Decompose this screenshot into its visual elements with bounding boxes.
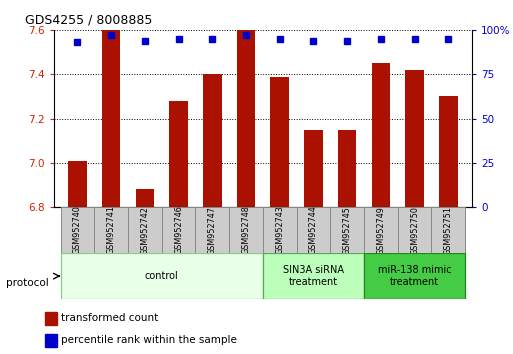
Text: protocol: protocol bbox=[6, 278, 49, 288]
FancyBboxPatch shape bbox=[364, 207, 398, 253]
Text: GSM952740: GSM952740 bbox=[73, 206, 82, 255]
Text: GSM952750: GSM952750 bbox=[410, 206, 419, 255]
Text: transformed count: transformed count bbox=[62, 313, 159, 323]
FancyBboxPatch shape bbox=[128, 207, 162, 253]
Bar bbox=[338, 130, 357, 207]
Text: GSM952742: GSM952742 bbox=[141, 206, 149, 255]
FancyBboxPatch shape bbox=[297, 207, 330, 253]
Text: GSM952747: GSM952747 bbox=[208, 206, 217, 255]
Text: percentile rank within the sample: percentile rank within the sample bbox=[62, 335, 237, 345]
FancyBboxPatch shape bbox=[263, 253, 364, 299]
FancyBboxPatch shape bbox=[364, 253, 465, 299]
Bar bbox=[304, 130, 323, 207]
FancyBboxPatch shape bbox=[229, 207, 263, 253]
Bar bbox=[169, 101, 188, 207]
Bar bbox=[102, 30, 121, 207]
Bar bbox=[270, 76, 289, 207]
FancyBboxPatch shape bbox=[398, 207, 431, 253]
Bar bbox=[371, 63, 390, 207]
Text: control: control bbox=[145, 271, 179, 281]
Text: GSM952745: GSM952745 bbox=[343, 206, 352, 255]
Bar bbox=[68, 161, 87, 207]
Bar bbox=[135, 189, 154, 207]
Text: GSM952749: GSM952749 bbox=[377, 206, 385, 255]
FancyBboxPatch shape bbox=[330, 207, 364, 253]
Text: GDS4255 / 8008885: GDS4255 / 8008885 bbox=[25, 13, 152, 26]
Bar bbox=[45, 312, 56, 325]
FancyBboxPatch shape bbox=[195, 207, 229, 253]
Bar bbox=[203, 74, 222, 207]
FancyBboxPatch shape bbox=[162, 207, 195, 253]
Text: GSM952748: GSM952748 bbox=[242, 206, 250, 255]
FancyBboxPatch shape bbox=[61, 207, 94, 253]
FancyBboxPatch shape bbox=[431, 207, 465, 253]
Text: miR-138 mimic
treatment: miR-138 mimic treatment bbox=[378, 265, 451, 287]
Text: GSM952744: GSM952744 bbox=[309, 206, 318, 255]
Text: SIN3A siRNA
treatment: SIN3A siRNA treatment bbox=[283, 265, 344, 287]
FancyBboxPatch shape bbox=[263, 207, 297, 253]
Bar bbox=[237, 30, 255, 207]
Text: GSM952751: GSM952751 bbox=[444, 206, 453, 255]
Bar bbox=[45, 333, 56, 347]
FancyBboxPatch shape bbox=[61, 253, 263, 299]
Text: GSM952746: GSM952746 bbox=[174, 206, 183, 255]
Text: GSM952741: GSM952741 bbox=[107, 206, 116, 255]
Text: GSM952743: GSM952743 bbox=[275, 206, 284, 255]
Bar bbox=[439, 96, 458, 207]
Bar bbox=[405, 70, 424, 207]
FancyBboxPatch shape bbox=[94, 207, 128, 253]
